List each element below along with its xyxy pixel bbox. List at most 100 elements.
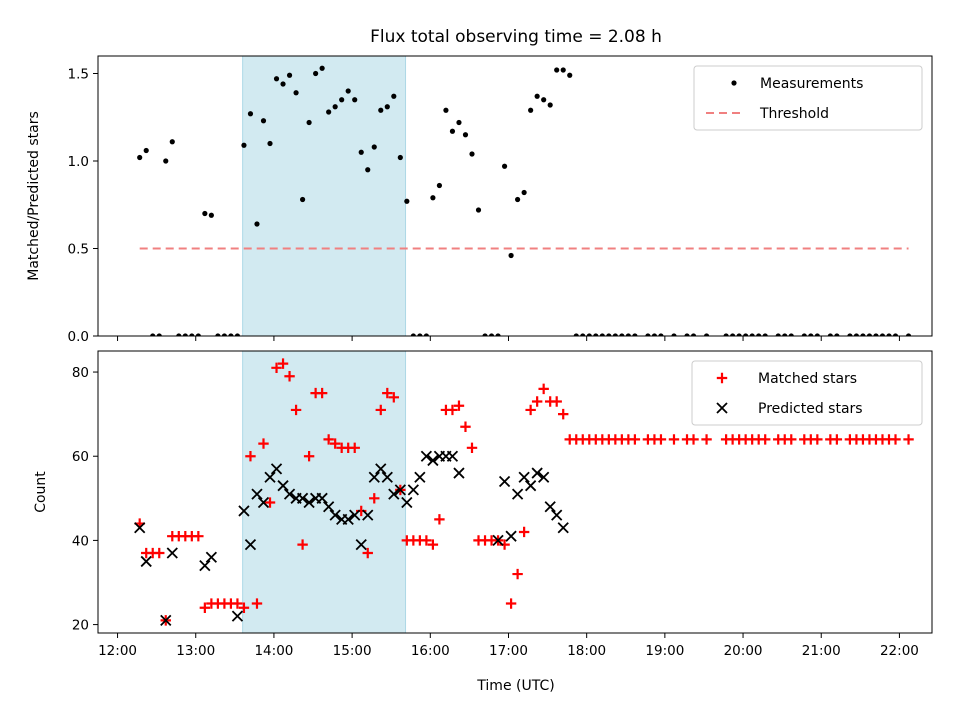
data-point-dot bbox=[554, 67, 560, 73]
data-point-dot bbox=[606, 333, 612, 336]
data-point-dot bbox=[658, 333, 664, 336]
data-point-dot bbox=[299, 196, 306, 203]
data-point-plus bbox=[812, 434, 823, 445]
legend-label: Measurements bbox=[760, 76, 863, 92]
data-point-x bbox=[551, 509, 563, 521]
data-point-plus bbox=[245, 451, 256, 462]
data-point-dot bbox=[573, 333, 579, 336]
data-point-dot bbox=[202, 210, 208, 217]
data-point-x bbox=[277, 480, 289, 492]
plot-area bbox=[137, 65, 912, 336]
data-point-plus bbox=[238, 602, 250, 613]
plot-area bbox=[134, 358, 914, 627]
data-point-dot bbox=[847, 333, 853, 336]
data-point-dot bbox=[163, 158, 169, 164]
data-point-dot bbox=[612, 333, 618, 336]
data-point-dot bbox=[905, 333, 912, 336]
data-point-plus bbox=[890, 434, 901, 445]
data-point-dot bbox=[892, 333, 899, 336]
data-point-x bbox=[511, 488, 524, 500]
data-point-dot bbox=[756, 333, 762, 336]
bottom-panel: 20 40 60 80 12:00 13:00 14:00 15:00 16:00 17:00 18… bbox=[33, 350, 933, 659]
data-point-dot bbox=[580, 333, 586, 336]
x-axis-label: Time (UTC) bbox=[476, 678, 554, 694]
data-point-x bbox=[349, 509, 361, 521]
data-point-x bbox=[238, 505, 250, 517]
data-point-dot bbox=[488, 333, 495, 336]
data-point-dot bbox=[645, 333, 651, 336]
data-point-dot bbox=[326, 109, 332, 115]
data-point-dot bbox=[625, 333, 631, 336]
data-point-dot bbox=[782, 333, 788, 336]
data-point-plus bbox=[518, 526, 530, 538]
data-point-x bbox=[492, 534, 504, 547]
y-tick-label: 60 bbox=[72, 449, 89, 465]
data-point-x bbox=[283, 488, 296, 500]
data-point-plus bbox=[284, 371, 295, 382]
data-point-dot bbox=[703, 333, 710, 336]
data-point-x bbox=[505, 530, 517, 542]
data-point-plus bbox=[903, 434, 914, 445]
data-point-dot bbox=[156, 333, 162, 336]
data-point-plus bbox=[831, 434, 843, 445]
data-point-plus bbox=[453, 400, 465, 411]
top-panel: 0.0 0.5 1.0 1.5 Matched/Predicted stars Measu… bbox=[26, 55, 933, 345]
data-point-dot bbox=[319, 65, 325, 71]
data-point-dot bbox=[332, 104, 338, 110]
data-point-dot bbox=[365, 167, 371, 173]
data-point-dot bbox=[560, 67, 566, 73]
data-point-dot bbox=[260, 118, 267, 124]
data-point-plus bbox=[323, 434, 334, 445]
axes-frame bbox=[97, 350, 933, 634]
data-point-dot bbox=[743, 333, 749, 336]
data-point-x bbox=[264, 471, 276, 483]
legend-box bbox=[693, 65, 923, 131]
data-point-plus bbox=[349, 442, 360, 454]
data-point-dot bbox=[684, 333, 690, 336]
data-point-dot bbox=[306, 119, 312, 126]
x-tick-label: 19:00 bbox=[645, 643, 684, 659]
data-point-dot bbox=[834, 333, 840, 336]
data-point-x bbox=[446, 450, 459, 462]
data-point-dot bbox=[176, 333, 182, 336]
legend-marker-dot bbox=[731, 80, 737, 86]
data-point-dot bbox=[234, 333, 241, 336]
data-point-x bbox=[166, 547, 178, 559]
data-point-x bbox=[244, 538, 257, 551]
data-point-dot bbox=[801, 333, 807, 336]
observing-interval-shade bbox=[242, 55, 407, 337]
data-point-dot bbox=[189, 333, 195, 336]
data-point-plus bbox=[258, 438, 269, 449]
data-point-dot bbox=[723, 333, 729, 336]
data-point-plus bbox=[701, 434, 712, 445]
y-axis-label: Matched/Predicted stars bbox=[26, 111, 42, 281]
data-point-dot bbox=[586, 333, 592, 336]
y-tick-label: 80 bbox=[72, 365, 89, 381]
data-point-dot bbox=[547, 102, 553, 108]
data-point-dot bbox=[143, 147, 149, 154]
data-point-x bbox=[303, 496, 315, 509]
y-tick-label: 40 bbox=[72, 533, 89, 549]
data-point-dot bbox=[567, 72, 573, 78]
data-point-plus bbox=[303, 451, 315, 462]
data-point-dot bbox=[352, 97, 358, 103]
data-point-dot bbox=[371, 144, 377, 150]
data-point-dot bbox=[313, 70, 319, 77]
data-point-dot bbox=[339, 97, 345, 103]
data-point-x bbox=[525, 480, 537, 492]
data-point-plus bbox=[421, 535, 432, 546]
data-point-dot bbox=[475, 207, 482, 213]
data-point-dot bbox=[215, 333, 221, 336]
data-point-dot bbox=[482, 333, 488, 336]
data-point-plus bbox=[375, 404, 386, 416]
data-point-dot bbox=[462, 132, 469, 138]
data-point-x bbox=[257, 496, 270, 509]
data-point-x bbox=[323, 501, 335, 513]
data-point-x bbox=[316, 492, 328, 504]
data-point-dot bbox=[853, 333, 860, 336]
data-point-dot bbox=[541, 97, 547, 103]
data-point-dot bbox=[150, 333, 156, 336]
data-point-dot bbox=[208, 212, 214, 218]
data-point-x bbox=[355, 538, 367, 551]
data-point-x bbox=[420, 450, 433, 462]
